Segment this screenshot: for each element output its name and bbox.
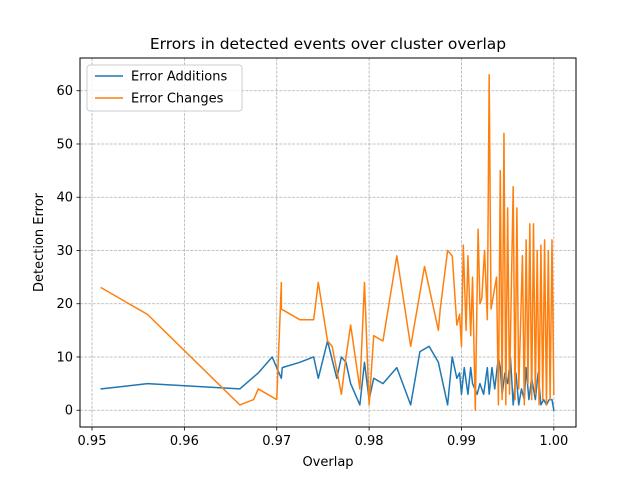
x-tick-label: 1.00 [539,434,568,449]
grid [80,58,576,427]
x-tick-label: 0.97 [262,434,291,449]
ticks: 0.95 0.96 0.97 0.98 0.99 1.00 0 10 20 30 40 50 60 [56,84,568,449]
y-tick-label: 50 [56,137,73,152]
y-tick-label: 40 [56,191,73,206]
y-tick-label: 60 [56,84,73,99]
x-tick-label: 0.99 [447,434,476,449]
x-tick-label: 0.98 [355,434,384,449]
x-axis-title: Overlap [302,455,353,470]
legend-label-error-additions: Error Additions [131,70,228,85]
y-tick-label: 30 [56,244,73,259]
plot-area-frame [79,57,577,428]
series-layer [100,74,555,412]
x-tick-label: 0.95 [78,434,107,449]
y-tick-label: 20 [56,297,73,312]
series-line-error-additions [100,340,555,412]
y-axis-title: Detection Error [32,192,47,292]
legend-label-error-changes: Error Changes [131,92,224,107]
y-tick-label: 0 [65,404,73,419]
y-tick-label: 10 [56,350,73,365]
chart-title: Errors in detected events over cluster o… [150,35,506,53]
legend-box [86,64,243,112]
x-tick-label: 0.96 [170,434,199,449]
series-line-error-changes [100,74,555,411]
legend: Error Additions Error Changes [86,64,243,112]
